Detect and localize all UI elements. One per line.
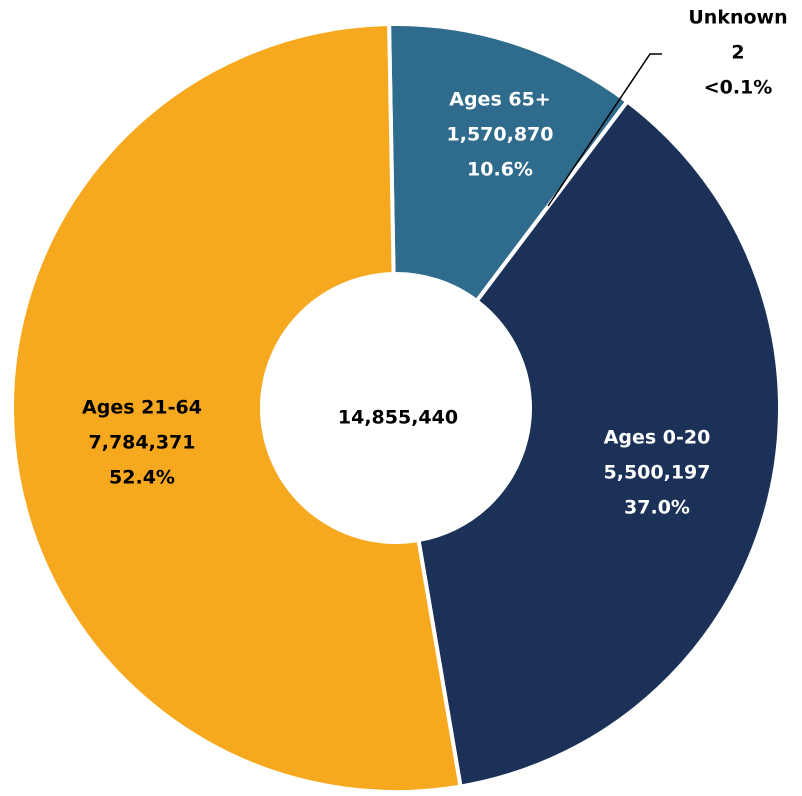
slice: [10, 22, 463, 794]
slice: [387, 22, 631, 304]
slice-percent: 52.4%: [109, 467, 175, 489]
slice-percent: 37.0%: [624, 497, 690, 519]
slice-name: Ages 21-64: [82, 397, 202, 419]
slice-value: 1,570,870: [447, 124, 554, 146]
slice-percent: 10.6%: [467, 159, 533, 181]
slice-value: 5,500,197: [604, 462, 711, 484]
slice-percent: <0.1%: [704, 77, 773, 99]
slice: [416, 98, 782, 789]
slice-value: 7,784,371: [89, 432, 196, 454]
total-label: 14,855,440: [338, 407, 458, 429]
slice-name: Ages 65+: [449, 89, 550, 111]
slice-name: Ages 0-20: [604, 427, 711, 449]
leader-line: [547, 53, 662, 207]
slice-name: Unknown: [688, 7, 787, 29]
slice-value: 2: [731, 42, 744, 64]
